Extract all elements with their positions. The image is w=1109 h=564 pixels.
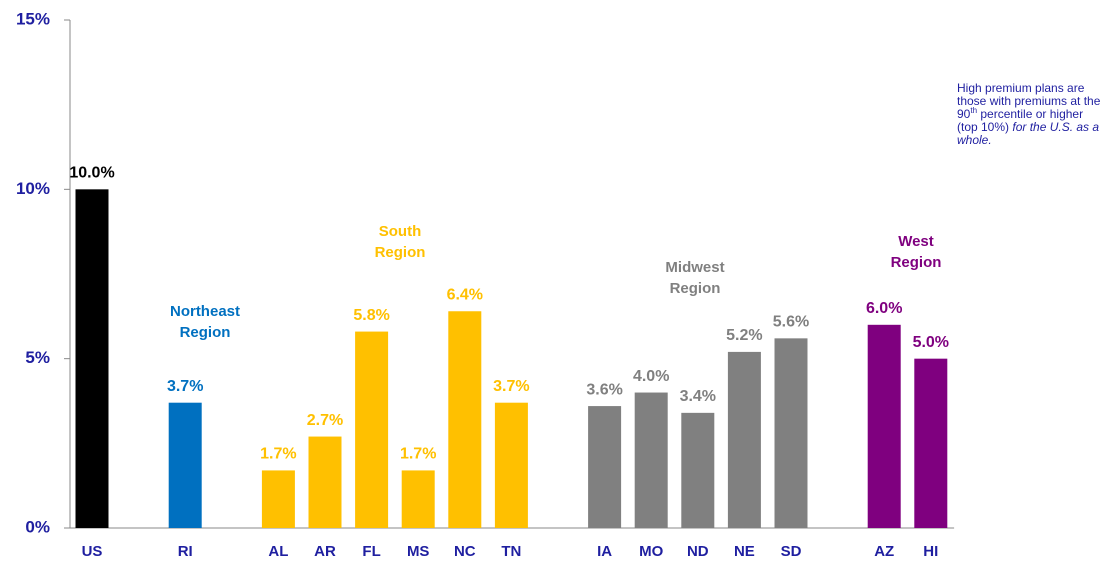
region-label: Region [670,280,721,297]
y-tick-label: 10% [16,179,50,198]
value-label: 5.6% [773,314,809,331]
region-label: Region [891,254,942,271]
bar [168,402,202,528]
value-label: 5.0% [913,334,949,351]
note-italic: for the U.S. as a whole. [957,120,1100,147]
value-label: 3.7% [167,378,203,395]
bar [634,392,668,528]
region-label: Northeast [170,303,240,320]
bar [727,351,761,528]
note: High premium plans are those with premiu… [957,82,1105,147]
note-text: percentile or higher (top 10%) [957,107,1084,134]
bar [774,338,808,528]
x-tick-label: NE [734,543,755,560]
x-tick-label: MO [639,543,663,560]
x-tick-label: FL [362,543,380,560]
bar [401,470,435,528]
value-label: 1.7% [260,446,296,463]
region-label: Midwest [665,259,724,276]
region-label: Region [375,244,426,261]
region-label: West [898,233,934,250]
value-label: 3.6% [586,381,622,398]
bar [308,436,342,528]
value-label: 2.7% [307,412,343,429]
x-tick-label: HI [923,543,938,560]
value-label: 3.7% [493,378,529,395]
x-tick-label: AZ [874,543,894,560]
x-tick-label: NC [454,543,476,560]
value-label: 5.2% [726,327,762,344]
value-label: 5.8% [353,307,389,324]
bar [867,324,901,528]
region-label: Region [180,324,231,341]
bar [355,331,389,528]
y-tick-label: 0% [25,517,50,536]
bar [75,189,109,529]
value-label: 4.0% [633,368,669,385]
x-tick-label: MS [407,543,430,560]
bar [448,311,482,528]
y-tick-label: 5% [25,348,50,367]
y-tick-label: 15% [16,9,50,28]
value-label: 10.0% [69,165,114,182]
value-label: 1.7% [400,446,436,463]
x-tick-label: ND [687,543,709,560]
x-tick-label: AR [314,543,336,560]
value-label: 3.4% [680,388,716,405]
bar [914,358,948,528]
x-tick-label: RI [178,543,193,560]
x-tick-label: IA [597,543,612,560]
bar [681,412,715,528]
bar [261,470,295,528]
value-label: 6.0% [866,300,902,317]
bar [494,402,528,528]
note-text: High premium plans are those with premiu… [957,81,1101,121]
x-tick-label: SD [781,543,802,560]
note-sup: th [970,106,978,115]
x-tick-label: US [82,543,103,560]
x-tick-label: TN [501,543,521,560]
value-label: 6.4% [447,286,483,303]
region-label: South [379,223,422,240]
bar [588,406,622,528]
x-tick-label: AL [268,543,288,560]
